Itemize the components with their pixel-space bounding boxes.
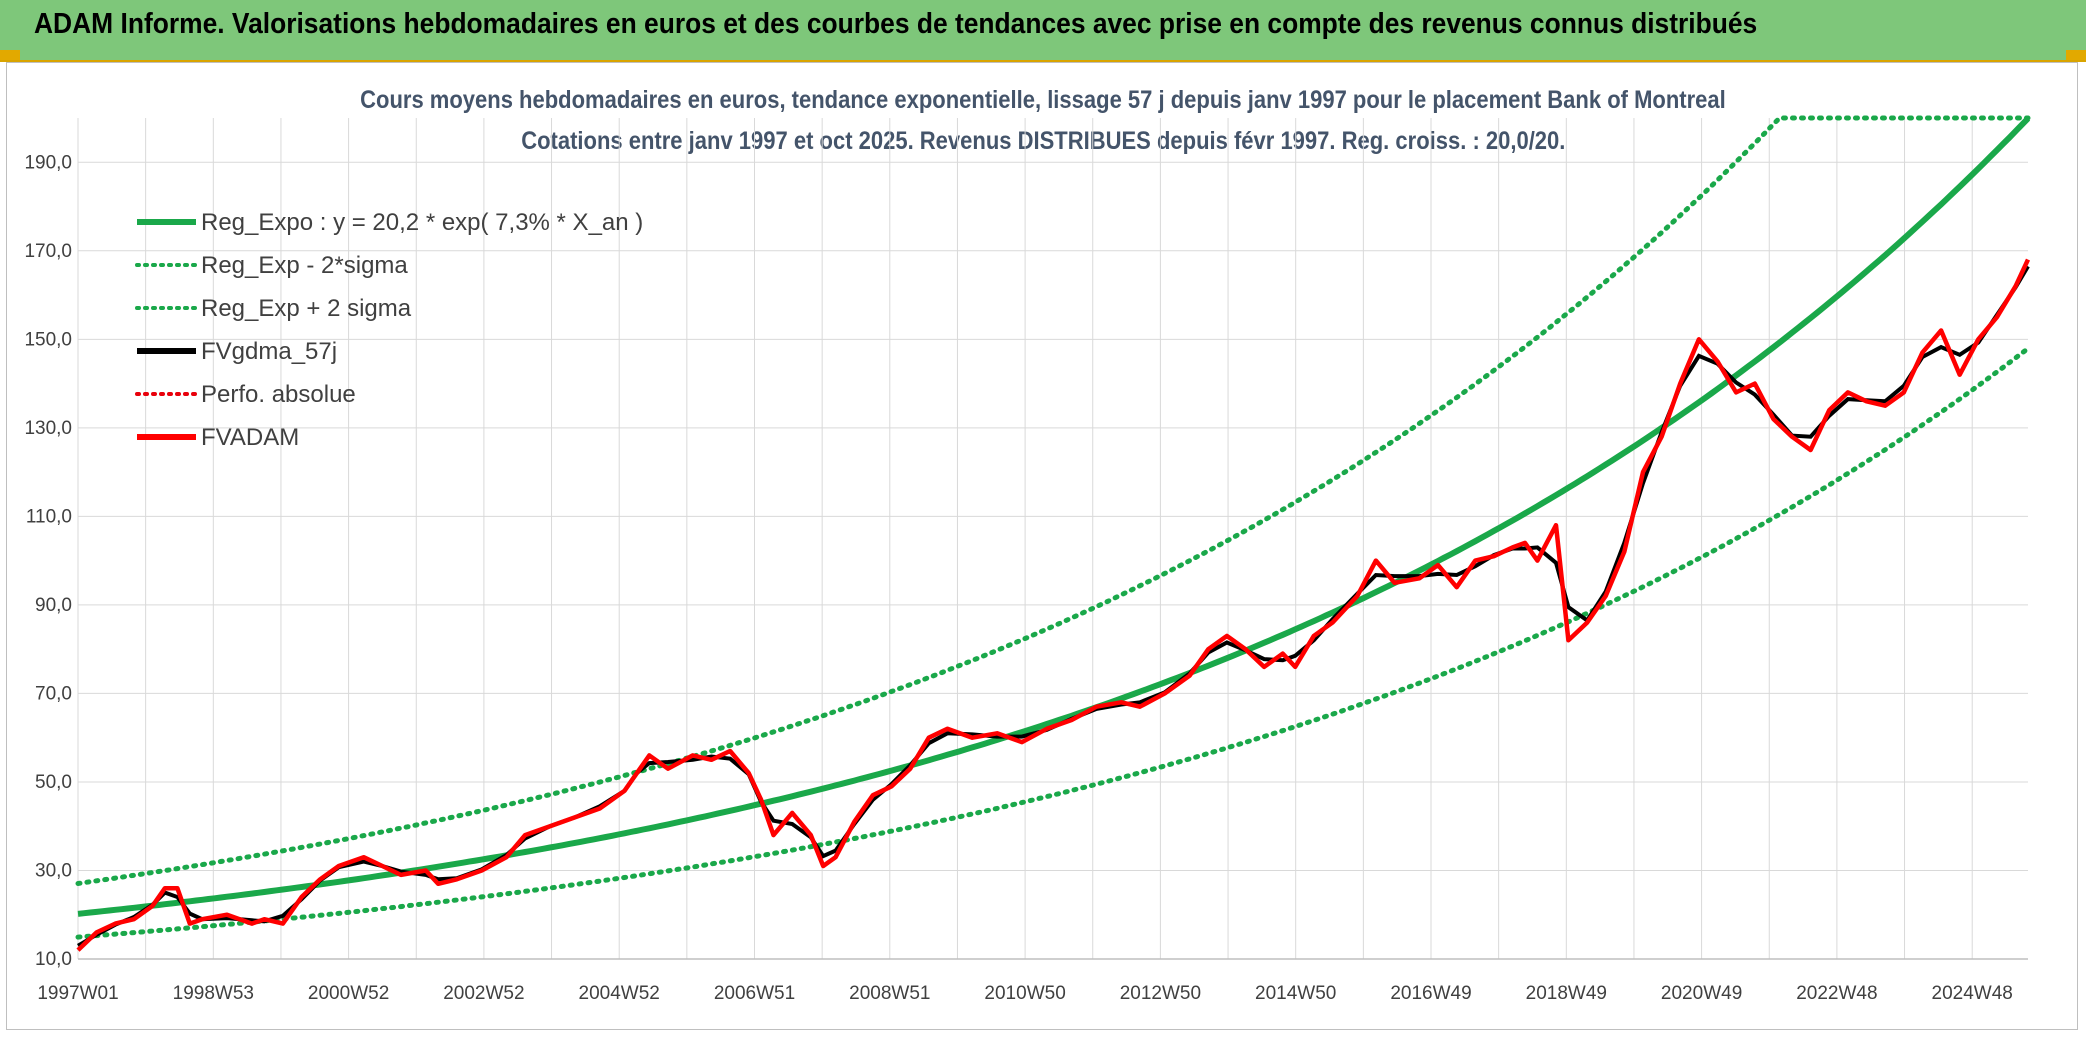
banner-corner-right — [2066, 50, 2086, 60]
report-banner: ADAM Informe. Valorisations hebdomadaire… — [0, 0, 2086, 62]
x-tick-label: 2010W50 — [984, 983, 1065, 1004]
y-tick-label: 150,0 — [24, 329, 72, 350]
legend-reg-exp-minus-label: Reg_Exp - 2*sigma — [201, 252, 408, 279]
y-tick-label: 10,0 — [35, 949, 72, 970]
legend-reg-exp-plus-label: Reg_Exp + 2 sigma — [201, 295, 412, 322]
banner-corner-left — [0, 50, 20, 60]
x-tick-label: 2008W51 — [849, 983, 930, 1004]
reg-exp-minus-2sigma-line — [75, 346, 2031, 940]
legend-reg-expo-label: Reg_Expo : y = 20,2 * exp( 7,3% * X_an ) — [201, 209, 643, 236]
x-tick-label: 2020W49 — [1661, 983, 1742, 1004]
x-tick-label: 2016W49 — [1390, 983, 1471, 1004]
y-tick-label: 50,0 — [35, 772, 72, 793]
legend-fvadam-label: FVADAM — [201, 424, 299, 451]
x-tick-label: 2018W49 — [1526, 983, 1607, 1004]
reg-exp-plus-2sigma-line — [75, 115, 2031, 886]
chart-subtitle: Cotations entre janv 1997 et oct 2025. R… — [520, 127, 1566, 155]
fvgdma-57j-line — [76, 265, 2030, 948]
x-tick-label: 2022W48 — [1796, 983, 1877, 1004]
legend-perfo-absolue-label: Perfo. absolue — [201, 381, 356, 408]
x-tick-label: 2004W52 — [579, 983, 660, 1004]
x-tick-label: 2014W50 — [1255, 983, 1336, 1004]
report-banner-title: ADAM Informe. Valorisations hebdomadaire… — [34, 8, 1758, 40]
y-tick-label: 70,0 — [35, 683, 72, 704]
x-tick-label: 2012W50 — [1120, 983, 1201, 1004]
y-tick-label: 170,0 — [24, 241, 72, 262]
x-tick-label: 1998W53 — [173, 983, 254, 1004]
y-tick-label: 190,0 — [24, 152, 72, 173]
x-tick-label: 2024W48 — [1932, 983, 2013, 1004]
x-tick-label: 1997W01 — [37, 983, 118, 1004]
x-tick-label: 2000W52 — [308, 983, 389, 1004]
y-tick-label: 110,0 — [26, 506, 72, 527]
y-tick-label: 30,0 — [35, 860, 72, 881]
x-tick-label: 2006W51 — [714, 983, 795, 1004]
legend-fvgdma-label: FVgdma_57j — [201, 338, 337, 365]
y-tick-label: 90,0 — [35, 595, 72, 616]
chart-frame — [6, 62, 2078, 1030]
fvadam-line — [76, 258, 2031, 952]
chart-title: Cours moyens hebdomadaires en euros, ten… — [360, 86, 1726, 114]
y-tick-label: 130,0 — [24, 418, 72, 439]
x-tick-label: 2002W52 — [443, 983, 524, 1004]
